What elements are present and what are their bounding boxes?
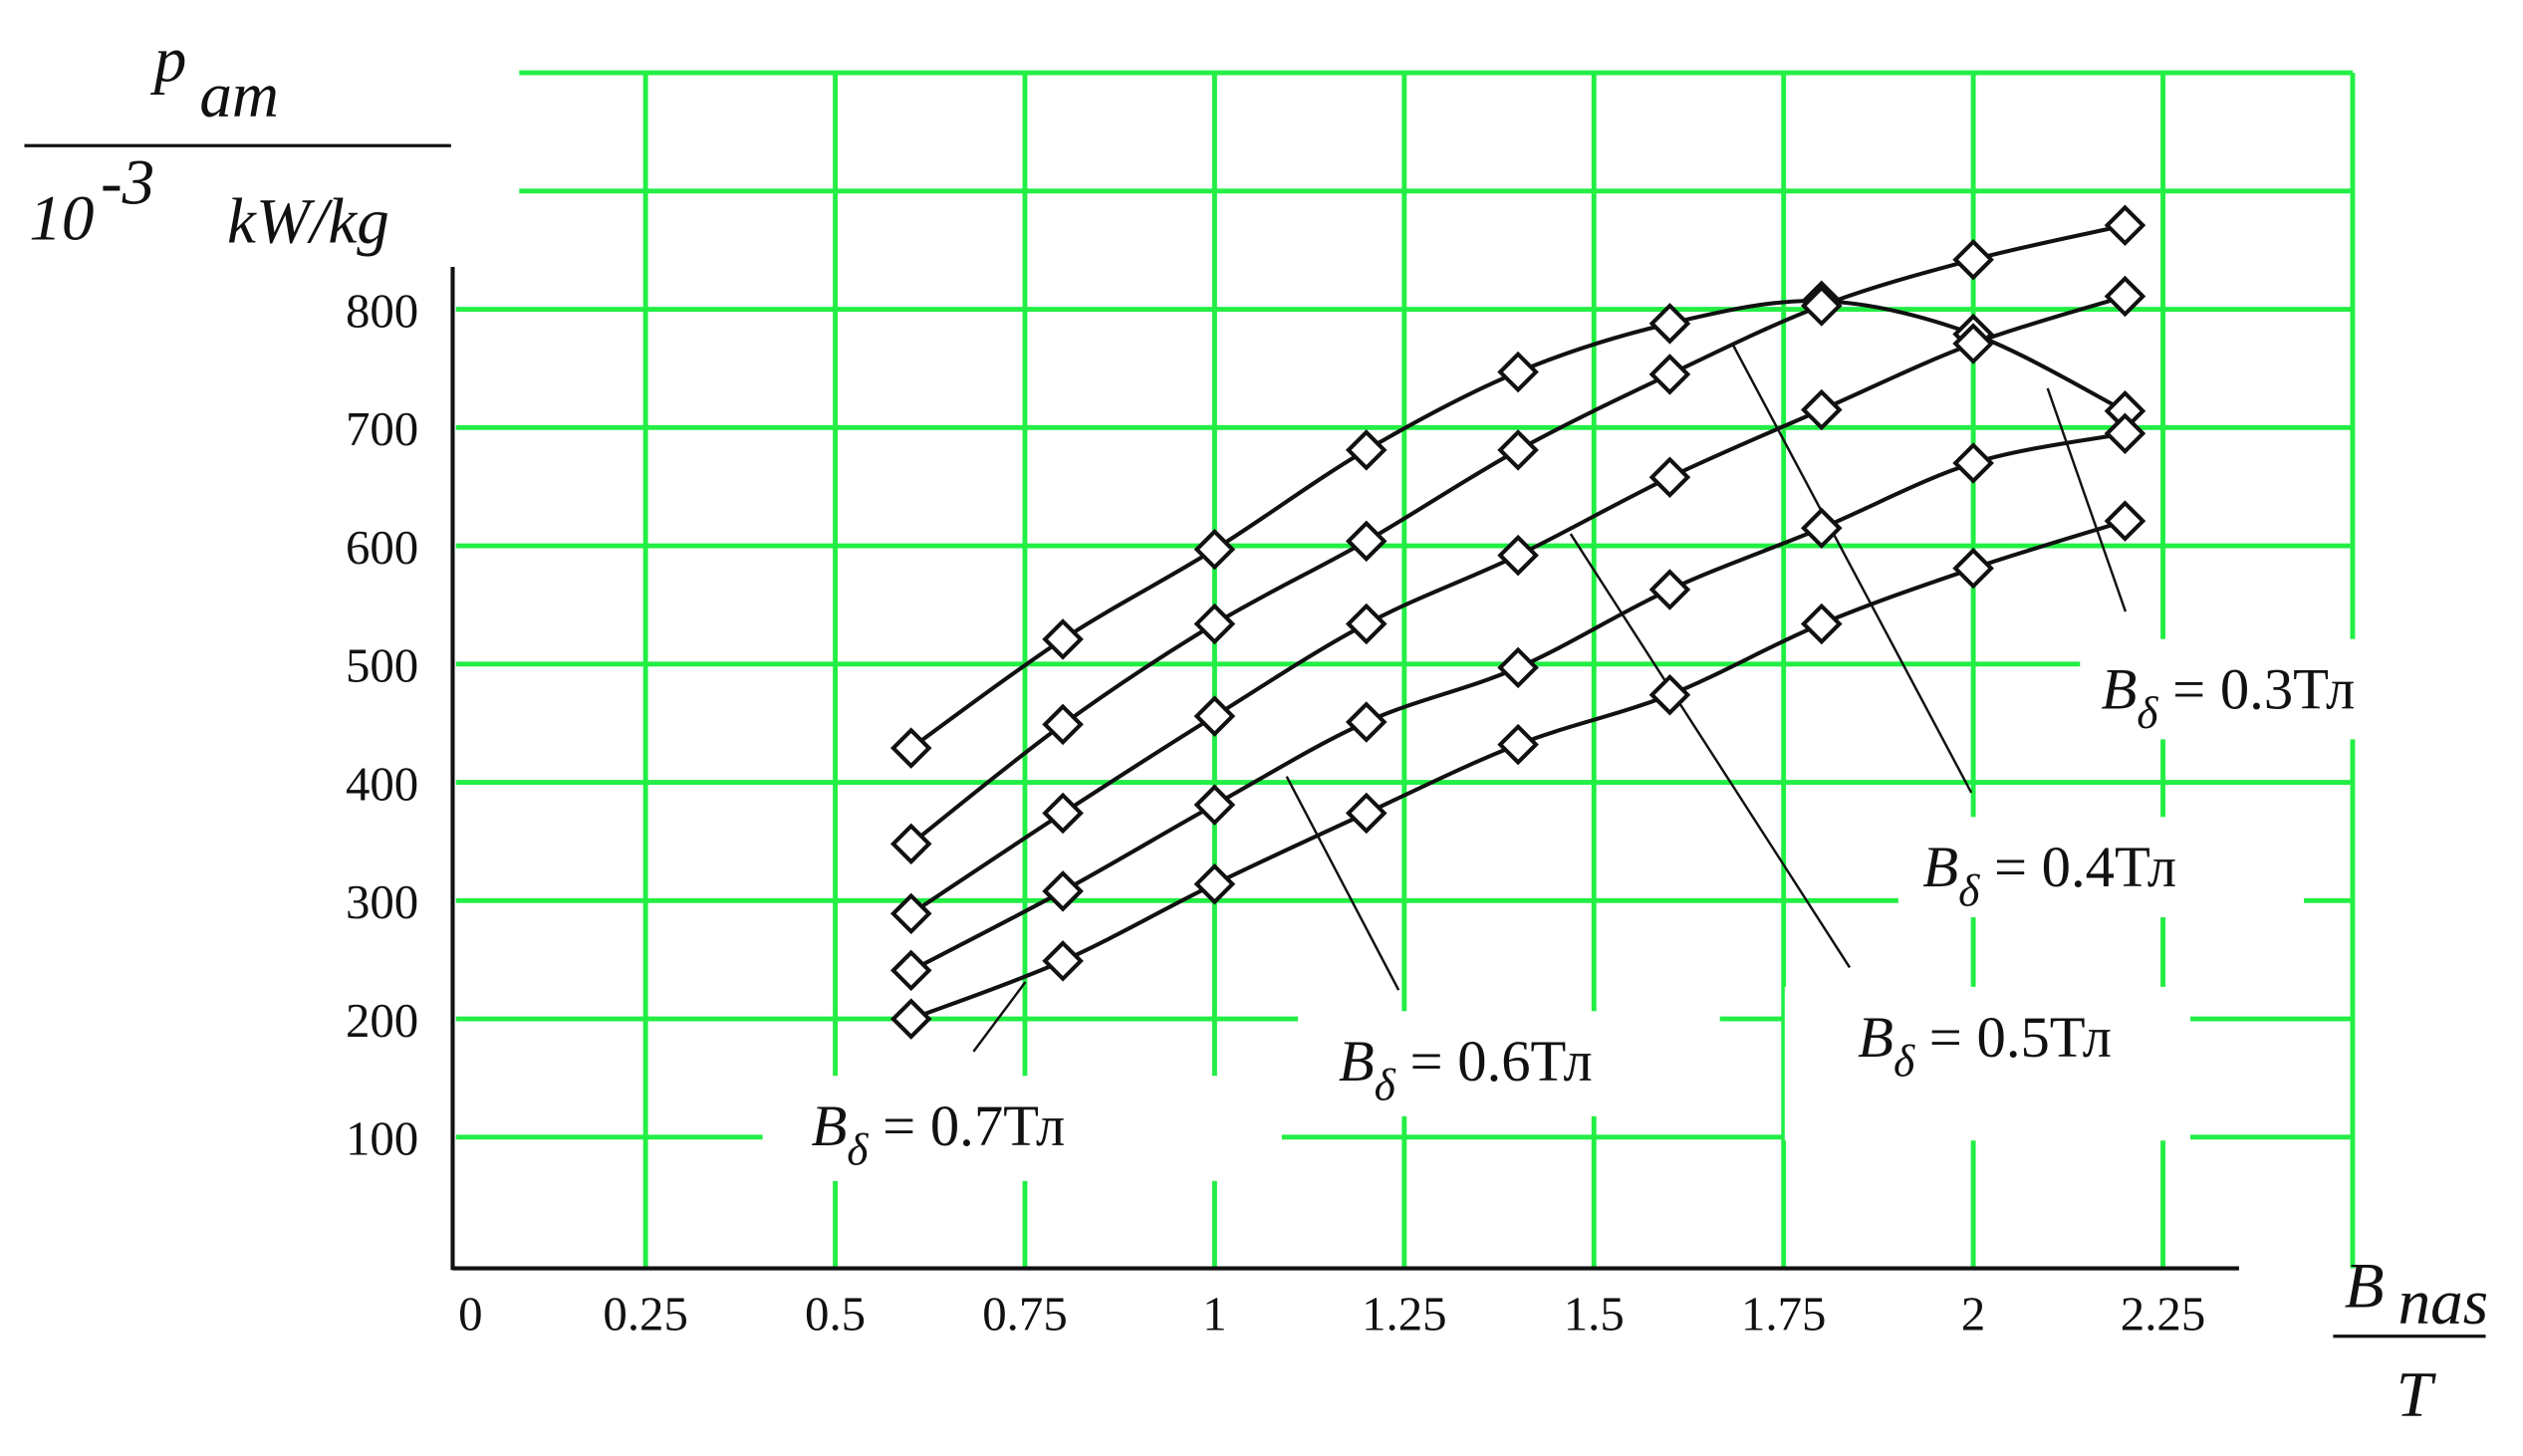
marker — [1193, 528, 1236, 571]
marker — [1497, 351, 1539, 393]
series-label: Bδ = 0.7Тл — [811, 1093, 1065, 1174]
marker — [1648, 569, 1691, 610]
y-tick-label: 200 — [346, 994, 418, 1048]
y-label-symbol: p — [150, 24, 187, 96]
marker — [1042, 940, 1084, 982]
marker — [1952, 323, 1994, 364]
marker — [1952, 238, 1994, 281]
label-bg — [1784, 986, 2191, 1141]
marker — [2104, 204, 2146, 247]
x-tick-label: 2.25 — [2121, 1287, 2206, 1340]
leader-line — [1569, 533, 1852, 969]
marker — [889, 892, 932, 935]
leader-line — [1285, 776, 1400, 991]
marker — [1800, 603, 1843, 645]
marker — [1800, 388, 1843, 431]
marker — [1193, 695, 1236, 737]
marker — [1345, 520, 1388, 563]
x-tick-label: 1.25 — [1362, 1287, 1447, 1340]
marker — [1952, 442, 1994, 484]
x-label-denominator: T — [2397, 1358, 2437, 1430]
y-label-exp: -3 — [101, 147, 154, 219]
y-tick-label: 400 — [346, 758, 418, 812]
marker — [889, 823, 932, 865]
marker — [889, 949, 932, 992]
marker — [1042, 703, 1084, 746]
leader-line — [2046, 387, 2128, 612]
marker — [1042, 618, 1084, 660]
series-label: Bδ = 0.4Тл — [1922, 835, 2176, 915]
series-label: Bδ = 0.3Тл — [2101, 657, 2355, 738]
marker — [2104, 412, 2146, 455]
y-tick-label: 500 — [346, 639, 418, 693]
leader-line — [1731, 344, 1973, 794]
marker — [2104, 275, 2146, 318]
x-tick-label: 1.75 — [1741, 1287, 1827, 1340]
marker — [1345, 792, 1388, 835]
marker — [1042, 870, 1084, 912]
marker — [1648, 354, 1691, 395]
marker — [889, 727, 932, 769]
overlay — [762, 638, 2470, 1181]
x-tick-label: 1 — [1202, 1287, 1226, 1340]
marker — [1648, 456, 1691, 498]
series-label: Bδ = 0.5Тл — [1858, 1005, 2112, 1086]
marker — [2104, 500, 2146, 542]
x-tick-label: 0.25 — [603, 1287, 688, 1340]
marker — [1345, 603, 1388, 645]
marker — [1193, 784, 1236, 826]
marker — [1497, 534, 1539, 577]
x-label-symbol-sub: nas — [2398, 1267, 2488, 1338]
y-tick-label: 300 — [346, 875, 418, 929]
marker — [1345, 429, 1388, 471]
series-line — [910, 519, 2127, 1021]
series-label: Bδ = 0.6Тл — [1339, 1029, 1593, 1109]
y-tick-label: 100 — [346, 1112, 418, 1166]
label-bg — [762, 1076, 1282, 1181]
marker — [889, 998, 932, 1040]
marker — [1345, 701, 1388, 743]
y-label-base: 10 — [29, 182, 94, 254]
marker — [1648, 303, 1691, 345]
marker — [1042, 792, 1084, 835]
marker — [1952, 547, 1994, 590]
y-label-unit: kW/kg — [227, 186, 389, 258]
y-tick-label: 600 — [346, 521, 418, 575]
marker — [1800, 507, 1843, 550]
marker — [1497, 723, 1539, 766]
x-tick-label: 2 — [1961, 1287, 1985, 1340]
marker — [1193, 862, 1236, 905]
leader-line — [972, 981, 1027, 1053]
y-tick-label: 700 — [346, 402, 418, 456]
label-bg — [1897, 817, 2305, 918]
label-bg — [1298, 1011, 1720, 1116]
marker — [1648, 673, 1691, 716]
x-tick-label: 1.5 — [1564, 1287, 1625, 1340]
marker — [1497, 429, 1539, 471]
y-label-symbol-sub: am — [199, 60, 279, 131]
marker — [1497, 646, 1539, 689]
marker — [1800, 285, 1843, 327]
x-tick-label: 0.5 — [805, 1287, 866, 1340]
x-tick-label: 0.75 — [982, 1287, 1068, 1340]
label-bg — [2080, 638, 2470, 740]
x-label-symbol: B — [2345, 1251, 2385, 1323]
marker — [1193, 603, 1236, 645]
x-tick-label: 0 — [458, 1287, 482, 1340]
y-tick-label: 800 — [346, 285, 418, 339]
